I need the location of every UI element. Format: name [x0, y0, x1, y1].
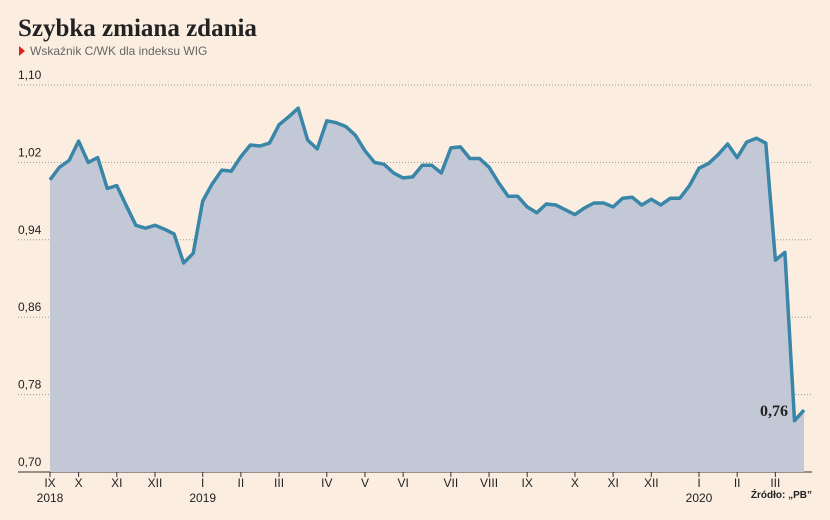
y-tick-label: 0,94: [18, 223, 42, 237]
year-label: 2018: [37, 491, 64, 505]
year-label: 2020: [686, 491, 713, 505]
x-tick-label: X: [75, 476, 83, 490]
source: Źródło: „PB”: [751, 488, 812, 501]
chart-title: Szybka zmiana zdania: [18, 15, 257, 42]
x-tick-label: VI: [397, 476, 408, 490]
x-tick-label: III: [770, 476, 780, 490]
x-tick-label: X: [571, 476, 579, 490]
area: [50, 108, 804, 472]
x-tick-label: XI: [111, 476, 122, 490]
x-tick-label: IV: [321, 476, 332, 490]
line: [48, 106, 806, 423]
x-tick-label: I: [201, 476, 204, 490]
x-tick-label: XII: [148, 476, 163, 490]
x-tick-label: XI: [607, 476, 618, 490]
y-tick-label: 0,70: [18, 455, 42, 469]
y-tick-label: 1,10: [18, 68, 42, 82]
x-tick-label: IX: [44, 476, 55, 490]
x-tick-label: III: [274, 476, 284, 490]
subtitle-marker: [19, 46, 25, 56]
y-tick-label: 0,78: [18, 378, 42, 392]
x-tick-label: IX: [522, 476, 533, 490]
value-label: 0,76: [760, 403, 788, 420]
chart-subtitle: Wskaźnik C/WK dla indeksu WIG: [30, 44, 207, 58]
x-tick-label: XII: [644, 476, 659, 490]
x-tick-label: II: [734, 476, 741, 490]
x-tick-label: I: [697, 476, 700, 490]
x-tick-label: II: [238, 476, 245, 490]
y-tick-label: 1,02: [18, 145, 42, 159]
x-tick-label: VII: [444, 476, 459, 490]
x-tick-label: V: [361, 476, 369, 490]
y-tick-label: 0,86: [18, 300, 42, 314]
year-label: 2019: [189, 491, 216, 505]
x-tick-label: VIII: [480, 476, 498, 490]
